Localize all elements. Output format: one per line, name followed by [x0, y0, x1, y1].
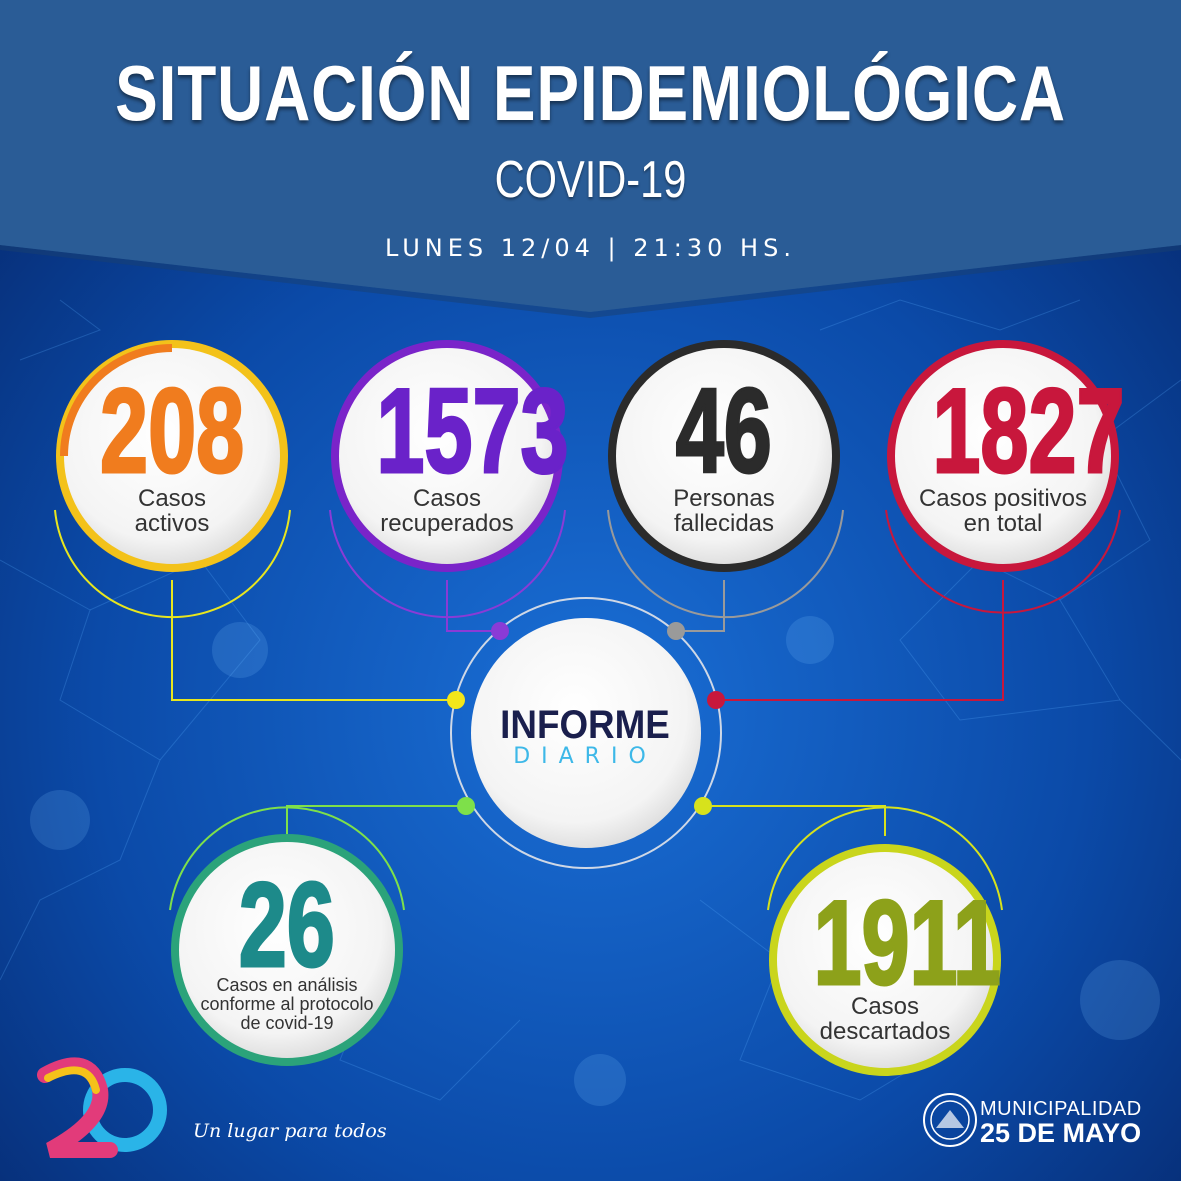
- stat-label: en total: [963, 510, 1043, 538]
- stat-label: Casos: [412, 485, 482, 512]
- circle-recovered: [329, 340, 566, 619]
- page-subtitle: COVID-19: [494, 151, 687, 209]
- circle-active: [54, 340, 291, 619]
- informe-circle: [471, 618, 701, 848]
- stat-positive: 1827 Casos positivos en total: [895, 348, 1126, 564]
- circle-deceased: [607, 340, 844, 619]
- page-title: SITUACIÓN EPIDEMIOLÓGICA: [115, 49, 1066, 137]
- circle-analysis: [169, 806, 405, 1066]
- header-banner: [0, 0, 1181, 318]
- stat-label: recuperados: [380, 510, 514, 538]
- connector-recovered: [446, 580, 500, 632]
- stat-value: 26: [238, 857, 336, 994]
- stat-label: Casos en análisis: [216, 975, 358, 995]
- stat-deceased: 46 Personas fallecidas: [616, 348, 832, 564]
- stat-label: descartados: [819, 1018, 951, 1046]
- informe-label: INFORME: [500, 703, 670, 747]
- logo-25-graphic: [37, 1057, 167, 1158]
- stat-label: Personas: [673, 485, 775, 512]
- stat-value: 1573: [375, 363, 569, 500]
- dot-deceased: [667, 622, 685, 640]
- dot-positive: [707, 691, 725, 709]
- municipality-name: 25 DE MAYO: [980, 1118, 1142, 1148]
- dot-active: [447, 691, 465, 709]
- stat-label: Casos positivos: [918, 485, 1088, 512]
- stat-label: activos: [134, 510, 210, 538]
- stat-label: fallecidas: [673, 510, 775, 538]
- stat-label: Casos: [850, 993, 920, 1020]
- stat-value: 1911: [812, 875, 1002, 1012]
- dot-recovered: [491, 622, 509, 640]
- dot-analysis: [457, 797, 475, 815]
- stat-label: de covid-19: [240, 1012, 334, 1033]
- stat-discarded: 1911 Casos descartados: [777, 852, 1002, 1068]
- stat-label: conforme al protocolo: [200, 993, 374, 1014]
- connector-active: [171, 580, 455, 701]
- circle-positive: [885, 340, 1121, 614]
- connector-discarded: [703, 805, 886, 836]
- municipal-seal: [923, 1093, 977, 1147]
- connector-positive: [716, 580, 1004, 701]
- stat-active: 208 Casos activos: [64, 348, 280, 564]
- connector-deceased: [676, 580, 725, 632]
- connector-analysis: [286, 805, 466, 836]
- dot-discarded: [694, 797, 712, 815]
- stat-analysis: 26 Casos en análisis conforme al protoco…: [179, 842, 395, 1058]
- stat-value: 1827: [931, 363, 1125, 500]
- stat-value: 46: [675, 363, 773, 500]
- stat-value: 208: [99, 363, 245, 500]
- municipality-label: MUNICIPALIDAD: [980, 1098, 1142, 1120]
- slogan: Un lugar para todos: [193, 1120, 387, 1142]
- report-date: LUNES 12/04 | 21:30 HS.: [385, 234, 796, 262]
- stat-label: Casos: [137, 485, 207, 512]
- stat-recovered: 1573 Casos recuperados: [339, 348, 569, 564]
- circle-discarded: [767, 806, 1003, 1076]
- diario-label: DIARIO: [513, 744, 657, 769]
